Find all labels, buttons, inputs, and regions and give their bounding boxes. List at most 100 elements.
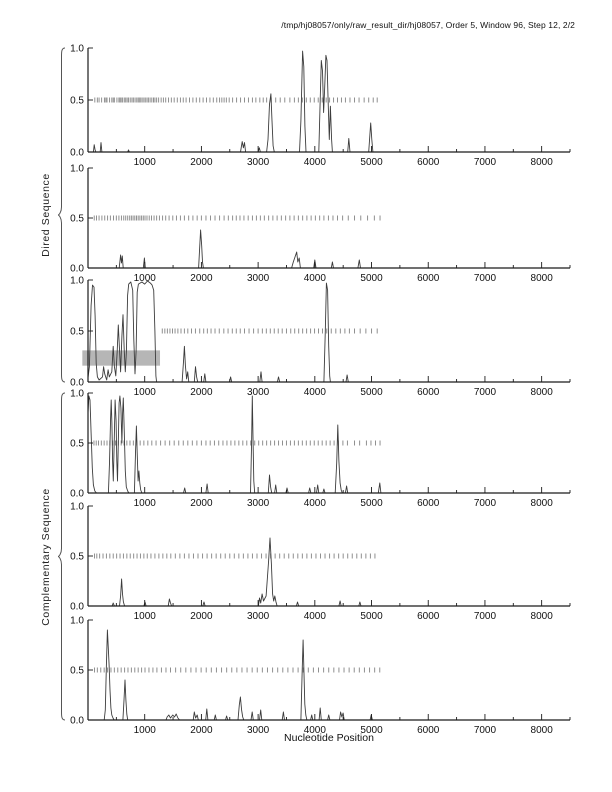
- panel-2-curve: [88, 229, 570, 269]
- y-tick-label: 0.0: [70, 148, 84, 159]
- panel-6-y-ticks: [88, 619, 93, 721]
- panel-6-y-tick-labels: 0.0 0.5 1.0: [70, 616, 84, 727]
- panel-4-curve: [87, 395, 570, 494]
- x-tick-label: 6000: [417, 157, 440, 168]
- panel-1-x-tick-labels: 1000 2000 3000 4000 5000 6000 7000 8000: [134, 157, 554, 168]
- panel-5-x-tick-labels: 1000 2000 3000 4000 5000 6000 7000 8000: [134, 611, 554, 622]
- panel-6-x-ticks: [115, 714, 571, 720]
- panel-3-y-tick-labels: 0.0 0.5 1.0: [70, 276, 84, 389]
- x-tick-label: 2000: [190, 157, 213, 168]
- x-tick-label: 1000: [134, 387, 157, 398]
- x-tick-label: 2000: [190, 725, 213, 736]
- x-tick-label: 2000: [190, 273, 213, 284]
- y-tick-label: 1.0: [70, 164, 84, 175]
- panel-1-x-ticks: [115, 146, 571, 152]
- panel-2-y-tick-labels: 0.0 0.5 1.0: [70, 164, 84, 275]
- x-tick-label: 5000: [360, 725, 383, 736]
- x-tick-label: 3000: [247, 387, 270, 398]
- panel-6-x-tick-labels: 1000 2000 3000 4000 5000 6000 7000 8000: [134, 725, 554, 736]
- panel-3: 1000 2000 3000 4000 5000 6000 7000 8000 0.0 0.5 1.…: [70, 276, 571, 398]
- panel-6-curve: [88, 629, 570, 721]
- x-tick-label: 8000: [531, 157, 554, 168]
- y-tick-label: 1.0: [70, 502, 84, 513]
- x-tick-label: 5000: [360, 387, 383, 398]
- y-tick-label: 0.5: [70, 214, 84, 225]
- y-tick-label: 0.0: [70, 264, 84, 275]
- panel-2-x-tick-labels: 1000 2000 3000 4000 5000 6000 7000 8000: [134, 273, 554, 284]
- x-tick-label: 4000: [304, 725, 327, 736]
- x-tick-label: 5000: [360, 273, 383, 284]
- panel-5: 1000 2000 3000 4000 5000 6000 7000 8000 0.0 0.5 1.…: [70, 502, 571, 622]
- panel-1: 1000 2000 3000 4000 5000 6000 7000 8000 0.0 0.5 1.…: [70, 44, 571, 168]
- panel-3-y-ticks: [88, 279, 93, 383]
- x-tick-label: 6000: [417, 611, 440, 622]
- panel-3-curve: [87, 280, 570, 383]
- x-tick-label: 7000: [474, 273, 497, 284]
- x-tick-label: 6000: [417, 273, 440, 284]
- x-tick-label: 3000: [247, 157, 270, 168]
- panel-1-y-tick-labels: 0.0 0.5 1.0: [70, 44, 84, 159]
- x-tick-label: 7000: [474, 725, 497, 736]
- panel-6-site-marks: [94, 667, 381, 673]
- panel-4-y-tick-labels: 0.0 0.5 1.0: [70, 389, 84, 500]
- x-tick-label: 6000: [417, 498, 440, 509]
- panel-3-x-ticks: [115, 376, 571, 382]
- x-tick-label: 4000: [304, 387, 327, 398]
- panel-3-site-marks: [161, 328, 378, 334]
- panel-1-curve: [88, 50, 570, 153]
- y-tick-label: 0.5: [70, 552, 84, 563]
- x-tick-label: 2000: [190, 498, 213, 509]
- x-tick-label: 7000: [474, 387, 497, 398]
- x-axis-title: Nucleotide Position: [284, 732, 374, 744]
- x-tick-label: 5000: [360, 157, 383, 168]
- y-tick-label: 0.0: [70, 378, 84, 389]
- y-tick-label: 1.0: [70, 616, 84, 627]
- y-tick-label: 0.5: [70, 666, 84, 677]
- y-tick-label: 0.0: [70, 716, 84, 727]
- panel-2: 1000 2000 3000 4000 5000 6000 7000 8000 0.0 0.5 1.…: [70, 164, 571, 284]
- x-tick-label: 5000: [360, 498, 383, 509]
- x-tick-label: 8000: [531, 725, 554, 736]
- group-label-complementary-sequence: Complementary Sequence: [40, 488, 52, 626]
- panel-5-site-marks: [94, 553, 376, 559]
- x-tick-label: 3000: [247, 498, 270, 509]
- group-label-dired-sequence: Dired Sequence: [40, 173, 52, 257]
- panel-5-y-ticks: [88, 505, 93, 607]
- panel-1-site-marks: [94, 97, 378, 103]
- x-tick-label: 8000: [531, 498, 554, 509]
- x-tick-label: 2000: [190, 611, 213, 622]
- panel-5-axes: [87, 506, 570, 607]
- panel-4-y-ticks: [88, 392, 93, 494]
- x-tick-label: 5000: [360, 611, 383, 622]
- x-tick-label: 2000: [190, 387, 213, 398]
- x-tick-label: 3000: [247, 273, 270, 284]
- y-tick-label: 0.0: [70, 602, 84, 613]
- y-tick-label: 0.5: [70, 327, 84, 338]
- panel-4-x-ticks: [115, 487, 571, 493]
- panel-5-y-tick-labels: 0.0 0.5 1.0: [70, 502, 84, 613]
- x-tick-label: 3000: [247, 725, 270, 736]
- x-tick-label: 8000: [531, 273, 554, 284]
- x-tick-label: 3000: [247, 611, 270, 622]
- x-tick-label: 7000: [474, 498, 497, 509]
- figure-title: /tmp/hj08057/only/raw_result_dir/hj08057…: [281, 20, 575, 30]
- panel-4: 1000 2000 3000 4000 5000 6000 7000 8000 0.0 0.5 1.…: [70, 389, 571, 509]
- x-tick-label: 1000: [134, 498, 157, 509]
- brace-dired-sequence: [57, 47, 66, 383]
- panel-1-y-ticks: [88, 47, 93, 153]
- x-tick-label: 7000: [474, 157, 497, 168]
- x-tick-label: 6000: [417, 387, 440, 398]
- panel-3-x-tick-labels: 1000 2000 3000 4000 5000 6000 7000 8000: [134, 387, 554, 398]
- panel-2-site-marks: [93, 215, 381, 221]
- x-tick-label: 4000: [304, 157, 327, 168]
- x-tick-label: 1000: [134, 611, 157, 622]
- y-tick-label: 0.0: [70, 489, 84, 500]
- x-tick-label: 4000: [304, 273, 327, 284]
- panel-4-x-tick-labels: 1000 2000 3000 4000 5000 6000 7000 8000: [134, 498, 554, 509]
- x-tick-label: 4000: [304, 611, 327, 622]
- y-tick-label: 1.0: [70, 44, 84, 55]
- panel-6: 1000 2000 3000 4000 5000 6000 7000 8000 0.0 0.5 1.…: [70, 616, 571, 736]
- panel-5-x-ticks: [115, 600, 571, 606]
- x-tick-label: 7000: [474, 611, 497, 622]
